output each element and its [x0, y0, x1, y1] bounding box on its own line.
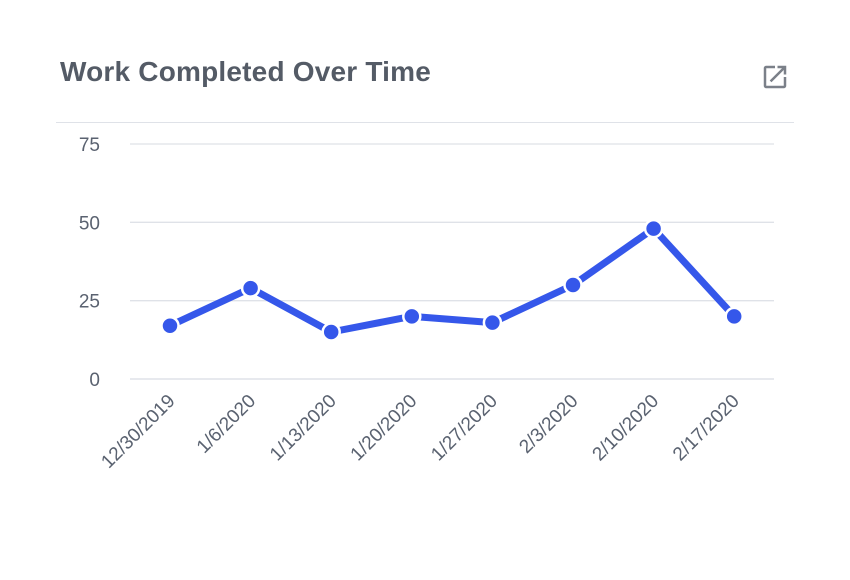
x-tick-label: 1/20/2020 — [347, 391, 422, 466]
data-point[interactable] — [482, 312, 503, 333]
expand-button[interactable] — [758, 60, 792, 94]
data-point[interactable] — [724, 306, 744, 327]
x-tick-label: 1/27/2020 — [427, 391, 502, 466]
y-tick-label: 50 — [79, 213, 100, 234]
data-point[interactable] — [643, 218, 664, 239]
data-point[interactable] — [563, 275, 583, 295]
x-tick-label: 1/6/2020 — [193, 391, 260, 458]
y-tick-label: 0 — [89, 370, 100, 391]
x-axis: 12/30/2019 1/6/2020 1/13/2020 1/20/2020 1/27… — [97, 391, 743, 473]
x-tick-label: 12/30/2019 — [97, 391, 179, 473]
header-divider — [56, 122, 794, 123]
points-layer — [160, 218, 744, 342]
y-axis: 0 25 50 75 — [79, 135, 100, 391]
series-layer — [166, 225, 738, 336]
data-point[interactable] — [321, 322, 341, 342]
data-point[interactable] — [160, 315, 180, 336]
x-tick-label: 1/13/2020 — [266, 391, 341, 466]
chart-title: Work Completed Over Time — [60, 56, 431, 87]
y-tick-label: 25 — [79, 292, 100, 313]
y-tick-label: 75 — [79, 135, 100, 156]
gridlines — [130, 143, 774, 380]
series-line — [166, 225, 738, 336]
data-point[interactable] — [402, 306, 422, 327]
x-tick-label: 2/17/2020 — [669, 391, 744, 466]
x-tick-label: 2/10/2020 — [589, 391, 664, 466]
open-in-new-icon — [763, 65, 787, 89]
data-point[interactable] — [240, 278, 261, 298]
x-tick-label: 2/3/2020 — [515, 391, 582, 458]
